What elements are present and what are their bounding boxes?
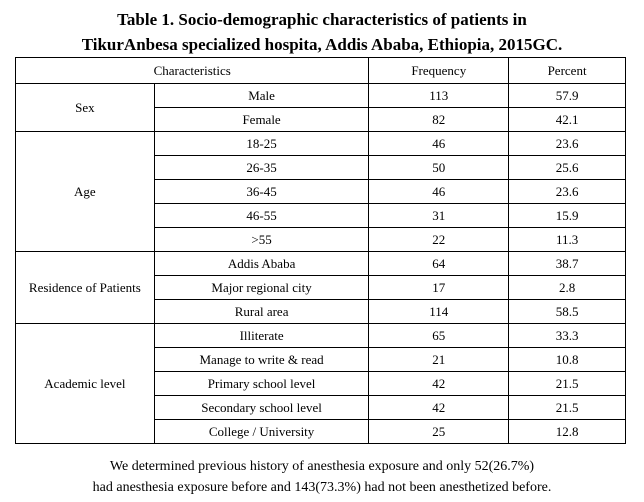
frequency-cell: 46 — [368, 131, 510, 156]
percent-cell: 10.8 — [508, 347, 626, 372]
percent-cell: 12.8 — [508, 419, 626, 444]
row-label: 46-55 — [153, 203, 370, 228]
row-label: Major regional city — [153, 275, 370, 300]
row-label: 36-45 — [153, 179, 370, 204]
frequency-cell: 17 — [368, 275, 510, 300]
frequency-cell: 65 — [368, 323, 510, 348]
percent-cell: 23.6 — [508, 179, 626, 204]
percent-cell: 21.5 — [508, 371, 626, 396]
table-row: 36-45 46 23.6 — [16, 179, 626, 204]
table-row: 46-55 31 15.9 — [16, 203, 626, 228]
row-label: Rural area — [153, 299, 370, 324]
row-label: Female — [153, 107, 370, 132]
table-caption: Table 1. Socio-demographic characteristi… — [0, 7, 644, 57]
table-row: Academic level Illiterate 65 33.3 — [15, 323, 626, 444]
table-body: Sex Male 113 57.9 Female 82 42.1 Age 18-25 46 23.6… — [15, 83, 626, 444]
row-label: >55 — [153, 227, 370, 252]
percent-cell: 33.3 — [508, 323, 626, 348]
percent-cell: 25.6 — [508, 155, 626, 180]
frequency-cell: 46 — [368, 179, 510, 204]
header-percent: Percent — [508, 57, 626, 84]
percent-cell: 11.3 — [508, 227, 626, 252]
table-row: Female 82 42.1 — [16, 107, 626, 132]
percent-cell: 2.8 — [508, 275, 626, 300]
frequency-cell: 31 — [368, 203, 510, 228]
frequency-cell: 22 — [368, 227, 510, 252]
row-label: Male — [153, 83, 370, 108]
percent-cell: 15.9 — [508, 203, 626, 228]
percent-cell: 23.6 — [508, 131, 626, 156]
header-row: Characteristics Frequency Percent — [14, 57, 626, 84]
footnote-line-1: We determined previous history of anesth… — [109, 459, 535, 474]
group-label: Academic level — [15, 323, 155, 444]
group-label: Residence of Patients — [15, 251, 155, 324]
row-label: Secondary school level — [153, 395, 370, 420]
group-label: Age — [15, 131, 155, 252]
table-row: Age 18-25 46 23.6 — [15, 131, 626, 252]
row-label: Primary school level — [153, 371, 370, 396]
table-row: 26-35 50 25.6 — [16, 155, 626, 180]
table-row: Residence of Patients Addis Ababa 64 38.7 — [15, 251, 626, 324]
table-row: Manage to write & read 21 10.8 — [16, 347, 626, 372]
footnote-line-2: had anesthesia exposure before and 143(7… — [92, 480, 552, 495]
table-row: Secondary school level 42 21.5 — [16, 395, 626, 420]
table-row: >55 22 11.3 — [16, 227, 626, 252]
percent-cell: 38.7 — [508, 251, 626, 276]
frequency-cell: 82 — [368, 107, 510, 132]
header-frequency: Frequency — [368, 57, 510, 84]
percent-cell: 57.9 — [508, 83, 626, 108]
frequency-cell: 64 — [368, 251, 510, 276]
table-row: Primary school level 42 21.5 — [16, 371, 626, 396]
row-label: 26-35 — [153, 155, 370, 180]
row-label: College / University — [153, 419, 370, 444]
row-label: Illiterate — [153, 323, 370, 348]
footnote: We determined previous history of anesth… — [0, 456, 644, 498]
caption-line-1: Table 1. Socio-demographic characteristi… — [117, 10, 527, 29]
table-row: College / University 25 12.8 — [16, 419, 626, 444]
percent-cell: 42.1 — [508, 107, 626, 132]
frequency-cell: 42 — [368, 395, 510, 420]
caption-line-2: TikurAnbesa specialized hospita, Addis A… — [81, 35, 563, 54]
table-row: Rural area 114 58.5 — [16, 299, 626, 324]
table-row: Sex Male 113 57.9 — [15, 83, 626, 132]
frequency-cell: 42 — [368, 371, 510, 396]
group-label: Sex — [15, 83, 155, 132]
row-label: Manage to write & read — [153, 347, 370, 372]
row-label: Addis Ababa — [153, 251, 370, 276]
percent-cell: 58.5 — [508, 299, 626, 324]
frequency-cell: 25 — [368, 419, 510, 444]
frequency-cell: 21 — [368, 347, 510, 372]
row-label: 18-25 — [153, 131, 370, 156]
header-characteristics: Characteristics — [14, 57, 370, 84]
frequency-cell: 114 — [368, 299, 510, 324]
demographics-table: Characteristics Frequency Percent Sex Mal… — [14, 57, 626, 444]
frequency-cell: 113 — [368, 83, 510, 108]
frequency-cell: 50 — [368, 155, 510, 180]
table-row: Major regional city 17 2.8 — [16, 275, 626, 300]
percent-cell: 21.5 — [508, 395, 626, 420]
